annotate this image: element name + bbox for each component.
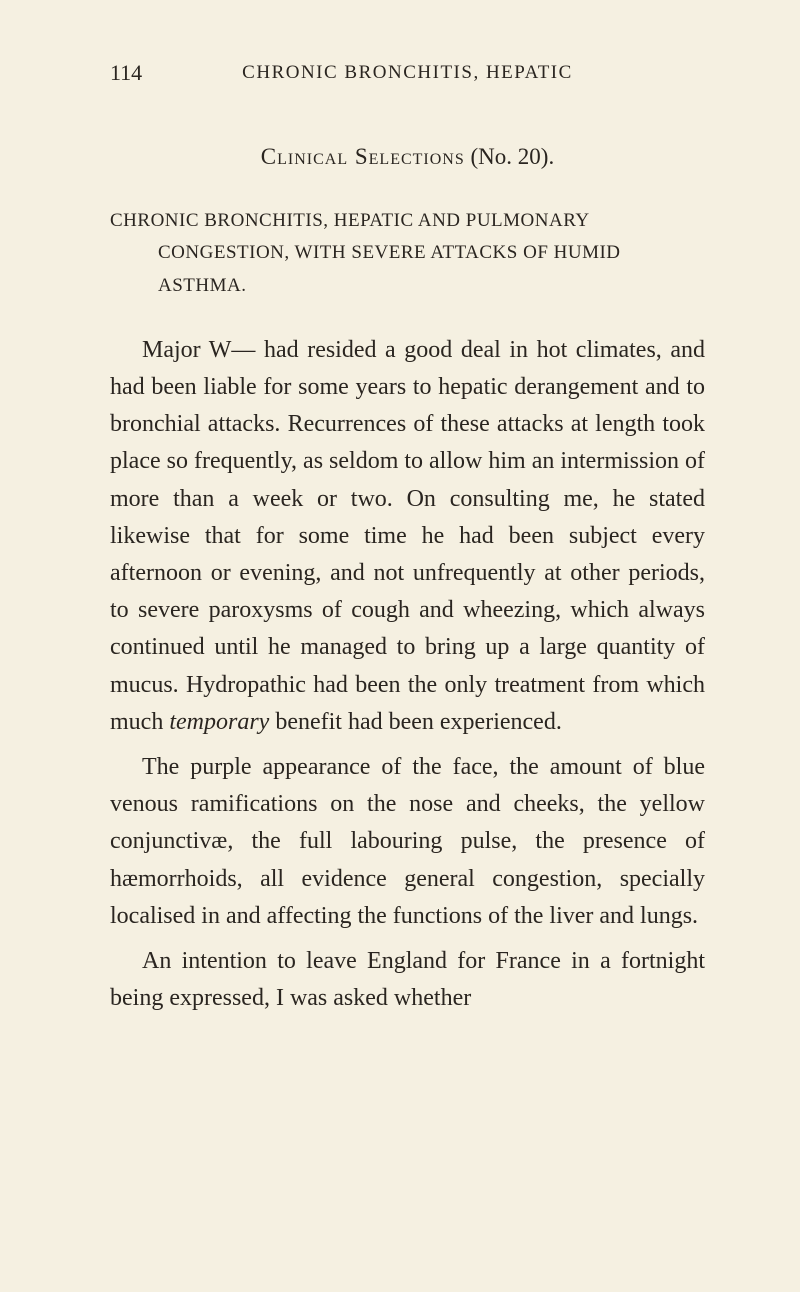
paragraph-3: An intention to leave England for France… [110,943,705,1017]
page-number: 114 [110,60,142,86]
sub-heading-line3: ASTHMA. [110,270,705,302]
sub-heading: CHRONIC BRONCHITIS, HEPATIC AND PULMONAR… [110,205,705,302]
paragraph-2-text: The purple appearance of the face, the a… [110,754,705,929]
paragraph-1-end: benefit had been experienced. [269,709,562,735]
section-title: Clinical Selections (No. 20). [110,144,705,170]
sub-heading-line1: CHRONIC BRONCHITIS, HEPATIC AND PULMONAR… [110,210,590,231]
paragraph-2: The purple appearance of the face, the a… [110,749,705,935]
paragraph-1-italic: temporary [169,709,269,735]
paragraph-1: Major W— had resided a good deal in hot … [110,332,705,741]
sub-heading-line2: CONGESTION, WITH SEVERE ATTACKS OF HUMID [110,237,705,269]
section-title-prefix: Clinical Selections [261,144,465,169]
paragraph-3-text: An intention to leave England for France… [110,948,705,1011]
section-title-suffix: (No. 20). [465,144,554,169]
running-header: CHRONIC BRONCHITIS, HEPATIC [110,62,705,84]
paragraph-1-text: Major W— had resided a good deal in hot … [110,337,705,735]
